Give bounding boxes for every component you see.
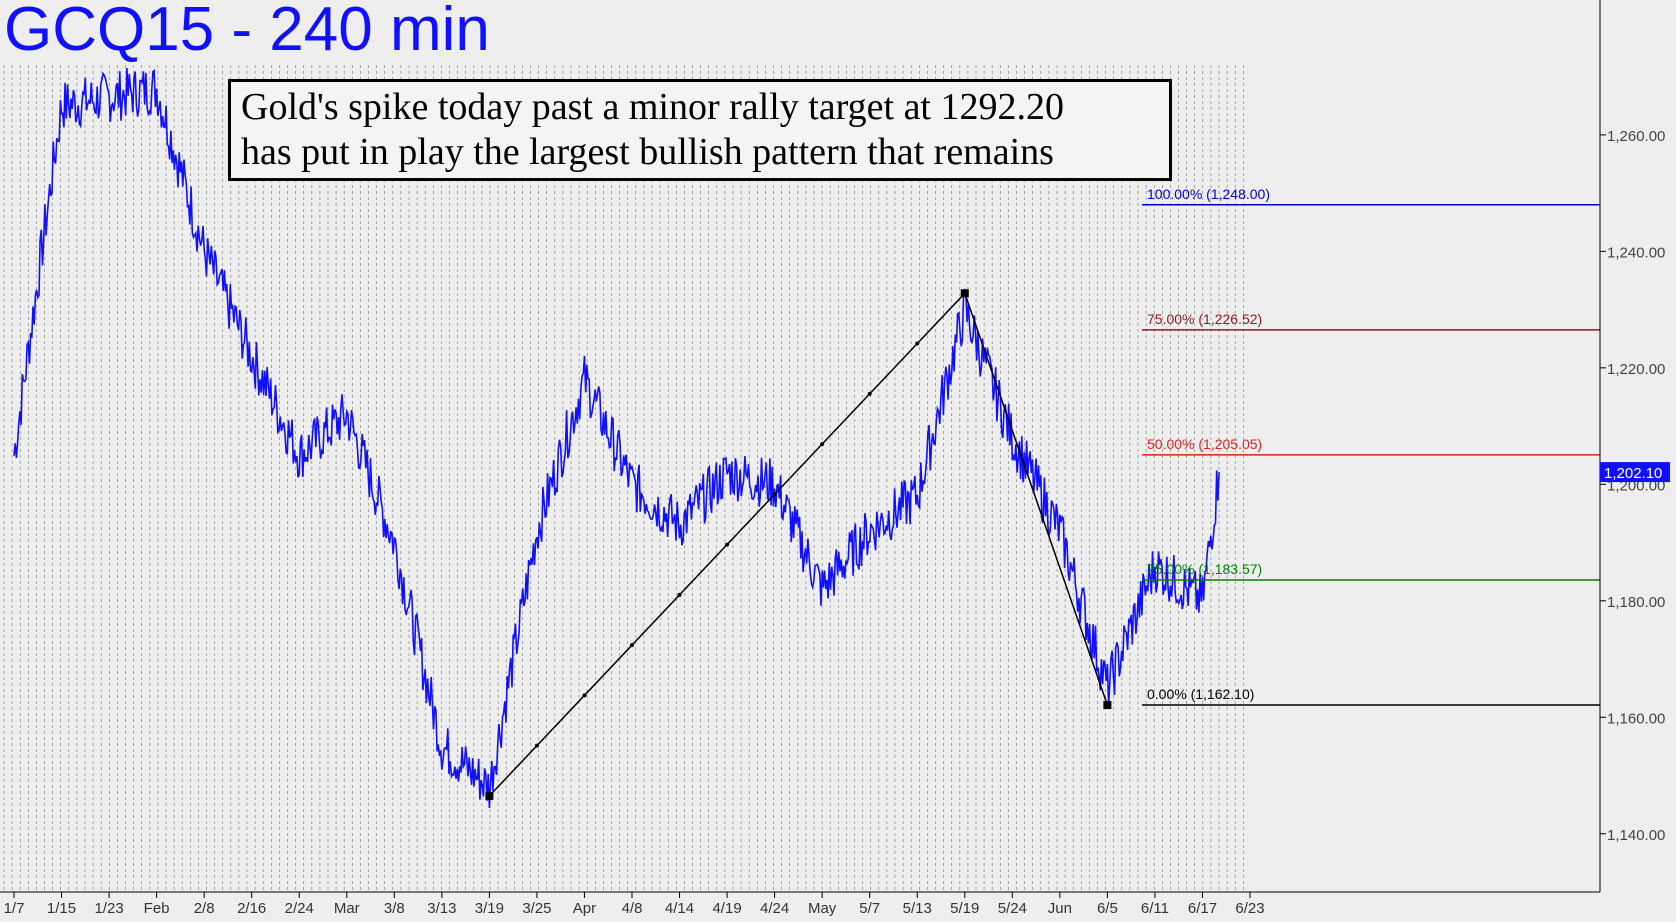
x-axis: 1/7 1/15 1/23 Feb 2/8 2/16 2/24 Mar 3/8 3/13 3/19 3… <box>4 892 1265 917</box>
pattern-marker <box>772 492 777 497</box>
x-tick-label: 2/24 <box>285 900 314 917</box>
x-tick-label: 1/15 <box>47 900 76 917</box>
x-tick-label: 4/19 <box>712 900 741 917</box>
chart-title: GCQ15 - 240 min <box>4 0 490 64</box>
pattern-marker <box>630 643 634 648</box>
y-tick-label: 1,140.00 <box>1607 827 1665 844</box>
pattern-marker <box>915 341 920 346</box>
x-tick-label: 3/19 <box>475 900 504 917</box>
fib-level-label: 25.00% (1,183.57) <box>1147 561 1262 577</box>
x-tick-label: Mar <box>334 900 360 917</box>
price-series <box>13 67 1220 809</box>
last-price-label: 1,202.10 <box>1604 465 1662 482</box>
x-tick-label: 2/8 <box>194 900 215 917</box>
y-tick-label: 1,180.00 <box>1607 594 1665 611</box>
x-tick-label: 6/5 <box>1097 900 1118 917</box>
y-tick-label: 1,220.00 <box>1607 361 1665 378</box>
x-tick-label: 3/8 <box>384 900 405 917</box>
plot-area <box>0 65 1600 892</box>
last-price-marker: 1,202.10 <box>1600 462 1670 483</box>
x-tick-label: Feb <box>144 900 170 917</box>
x-tick-label: 6/11 <box>1141 900 1169 917</box>
x-tick-label: 3/25 <box>522 900 551 917</box>
x-tick-label: 6/23 <box>1235 900 1264 917</box>
x-tick-label: 5/19 <box>950 900 979 917</box>
pattern-marker <box>867 391 872 396</box>
y-tick-label: 1,160.00 <box>1607 710 1665 727</box>
x-tick-label: 5/7 <box>859 900 880 917</box>
fib-level-label: 100.00% (1,248.00) <box>1147 186 1270 202</box>
annotation-line-1: Gold's spike today past a minor rally ta… <box>241 86 1064 128</box>
x-tick-label: May <box>808 900 837 917</box>
x-tick-label: 1/23 <box>94 900 123 917</box>
fibonacci-levels: 100.00% (1,248.00) 75.00% (1,226.52) 50.00… <box>1142 186 1600 706</box>
pattern-vertex <box>1103 701 1112 710</box>
pattern-marker <box>677 592 682 597</box>
x-tick-label: 5/13 <box>903 900 932 917</box>
x-tick-label: 3/13 <box>427 900 456 917</box>
last-price-box <box>1600 462 1670 483</box>
annotation-line-2: has put in play the largest bullish patt… <box>241 131 1054 173</box>
pattern-vertex <box>485 791 494 800</box>
y-tick-label: 1,240.00 <box>1607 244 1665 261</box>
y-axis: 1,140.001,160.001,180.001,200.001,220.00… <box>1600 128 1665 844</box>
x-tick-label: 4/8 <box>622 900 643 917</box>
annotation-box: Gold's spike today past a minor rally ta… <box>228 79 1172 181</box>
pattern-marker <box>534 743 539 748</box>
fib-level-label: 0.00% (1,162.10) <box>1147 686 1254 702</box>
pattern-vertex <box>960 289 969 298</box>
y-tick-label: 1,260.00 <box>1607 128 1665 145</box>
x-tick-label: Jun <box>1048 900 1072 917</box>
pattern-marker <box>582 693 587 698</box>
pattern-marker <box>820 442 825 447</box>
x-tick-label: Apr <box>573 900 596 917</box>
fib-level-label: 50.00% (1,205.05) <box>1147 436 1262 452</box>
x-tick-label: 6/17 <box>1188 900 1217 917</box>
fib-level-label: 75.00% (1,226.52) <box>1147 311 1262 327</box>
price-line <box>13 67 1220 809</box>
pattern-marker <box>725 542 730 547</box>
x-tick-label: 4/24 <box>760 900 789 917</box>
x-tick-label: 5/24 <box>998 900 1027 917</box>
abc-pattern <box>485 289 1112 800</box>
x-tick-label: 1/7 <box>4 900 25 917</box>
x-tick-label: 4/14 <box>665 900 694 917</box>
x-tick-label: 2/16 <box>237 900 266 917</box>
